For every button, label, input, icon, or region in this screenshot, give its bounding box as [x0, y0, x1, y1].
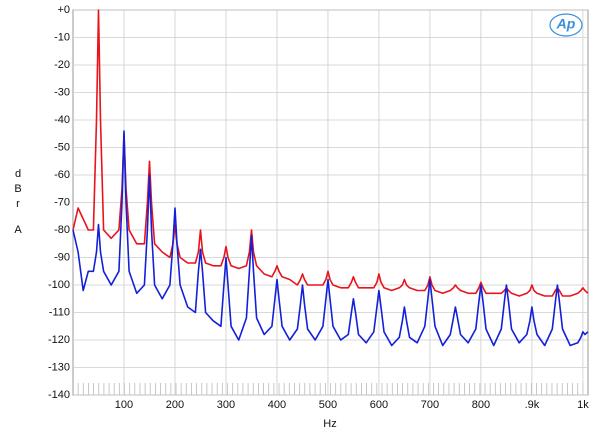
y-tick-label: -60: [54, 169, 70, 181]
x-tick-label: .9k: [525, 399, 540, 411]
y-tick-label: -20: [54, 59, 70, 71]
x-tick-label: 1k: [577, 399, 589, 411]
y-tick-label: -80: [54, 224, 70, 236]
y-tick-label: -100: [48, 279, 70, 291]
x-tick-label: 500: [319, 399, 337, 411]
series-line: [72, 130, 589, 347]
x-tick-label: 600: [370, 399, 388, 411]
x-tick-label: 800: [472, 399, 490, 411]
y-axis-label: dBr: [12, 168, 24, 213]
x-tick-label: 200: [166, 399, 184, 411]
y-tick-label: -140: [48, 389, 70, 401]
y-tick-label: -90: [54, 251, 70, 263]
y-tick-label: -70: [54, 196, 70, 208]
y-tick-label: -10: [54, 31, 70, 43]
x-tick-label: 700: [421, 399, 439, 411]
y-tick-label: -30: [54, 86, 70, 98]
y-tick-label: -130: [48, 361, 70, 373]
logo: Ap: [556, 16, 576, 32]
y-tick-label: -110: [49, 306, 70, 318]
y-tick-label: -40: [54, 114, 70, 126]
logo-ring: [549, 13, 583, 37]
y-tick-label: +0: [57, 4, 70, 16]
x-tick-label: 300: [217, 399, 235, 411]
x-tick-label: 400: [268, 399, 286, 411]
x-axis-label: Hz: [323, 418, 336, 430]
x-tick-label: 100: [115, 399, 133, 411]
y-tick-label: -50: [54, 141, 70, 153]
y-axis-unit: A: [12, 224, 24, 239]
y-tick-label: -120: [48, 334, 70, 346]
